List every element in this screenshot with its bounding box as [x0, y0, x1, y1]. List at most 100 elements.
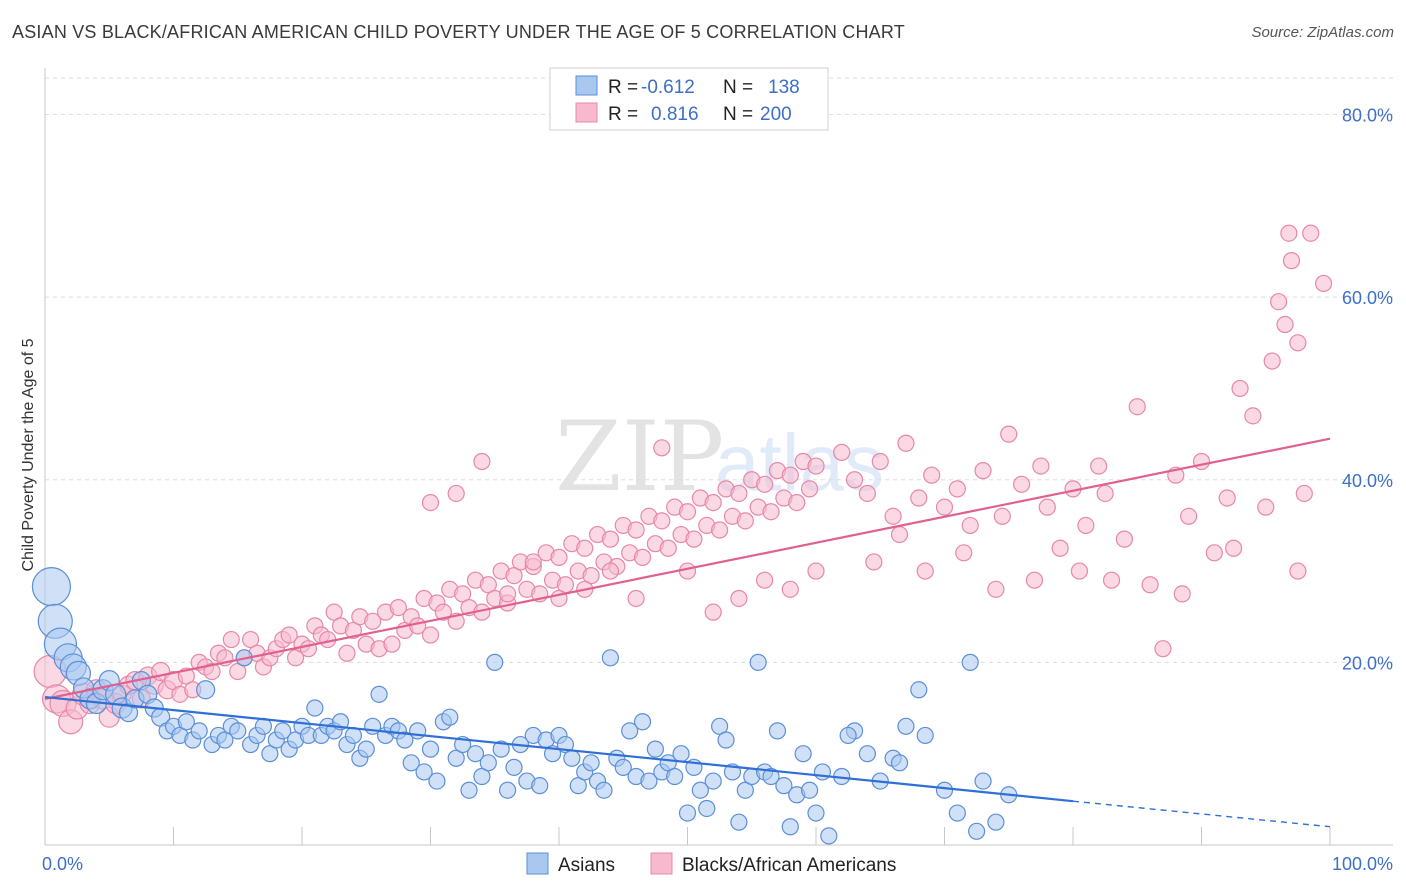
black-data-point — [1038, 498, 1056, 516]
asian-data-point — [800, 781, 819, 799]
black-data-point — [730, 484, 748, 503]
black-data-point — [1154, 640, 1172, 658]
black-data-point — [1070, 562, 1089, 580]
x-tick-label-min: 0.0% — [42, 854, 83, 874]
black-data-point — [499, 585, 517, 603]
black-data-point — [807, 457, 825, 475]
asian-data-point — [935, 781, 954, 799]
asian-data-point — [531, 777, 549, 795]
black-data-point — [1269, 293, 1288, 311]
black-data-point — [845, 471, 864, 489]
asian-data-point — [910, 681, 928, 699]
asian-data-point — [460, 781, 478, 799]
black-data-point — [1173, 585, 1191, 603]
black-data-point — [576, 539, 594, 557]
black-data-point — [704, 603, 722, 621]
asian-data-point — [428, 772, 446, 790]
asian-data-point — [794, 745, 812, 763]
black-data-point — [1205, 544, 1223, 562]
asian-data-point — [621, 722, 639, 740]
black-data-point — [1051, 539, 1069, 557]
black-data-point — [910, 489, 928, 507]
asian-data-point — [839, 726, 857, 745]
black-data-point — [383, 635, 401, 653]
black-data-point — [1257, 498, 1275, 516]
black-data-point — [974, 462, 992, 480]
asian-data-point — [31, 566, 72, 607]
asian-data-point — [781, 818, 799, 836]
black-data-point — [627, 521, 645, 539]
chart-title: ASIAN VS BLACK/AFRICAN AMERICAN CHILD PO… — [12, 22, 905, 42]
asian-data-point — [396, 731, 414, 749]
black-data-point — [755, 475, 774, 493]
black-data-point — [653, 512, 671, 530]
black-data-point — [993, 507, 1011, 525]
black-data-point — [434, 603, 452, 621]
asian-data-point — [486, 653, 504, 671]
black-data-point — [447, 484, 465, 503]
black-data-point — [1000, 425, 1018, 443]
black-data-point — [1289, 562, 1307, 580]
black-data-point — [935, 498, 954, 516]
legend-label-asian: Asians — [558, 855, 615, 876]
black-data-point — [685, 530, 703, 548]
asian-data-point — [717, 731, 735, 749]
asian-data-point — [229, 722, 247, 740]
asian-data-point — [948, 804, 966, 822]
stats-swatch-black — [575, 102, 598, 123]
asian-data-point — [968, 822, 986, 840]
stats-black-r-value: 0.816 — [651, 104, 699, 125]
stats-swatch-asian — [575, 75, 598, 96]
stats-black-r-label: R = — [608, 104, 638, 125]
series-asian-points — [31, 566, 1018, 845]
asian-data-point — [466, 745, 485, 763]
black-data-point — [916, 562, 934, 580]
black-data-point — [280, 626, 298, 644]
stats-black-n-value: 200 — [760, 104, 792, 125]
axes — [44, 68, 1393, 846]
asian-data-point — [357, 740, 375, 758]
asian-data-point — [601, 649, 620, 667]
black-data-point — [1077, 516, 1095, 535]
asian-data-point — [370, 685, 388, 703]
black-data-point — [421, 626, 440, 644]
stats-asian-r-label: R = — [608, 77, 638, 98]
asian-data-point — [505, 758, 523, 776]
series-black-points — [33, 224, 1333, 735]
black-data-point — [987, 580, 1005, 598]
black-data-point — [627, 589, 645, 608]
asian-data-point — [974, 772, 992, 790]
black-data-point — [865, 553, 883, 571]
asian-data-point — [306, 699, 324, 717]
black-data-point — [1295, 484, 1313, 503]
stats-asian-n-label: N = — [723, 77, 753, 98]
asian-data-point — [633, 713, 652, 731]
y-tick-label: 40.0% — [1342, 471, 1393, 491]
black-data-point — [203, 662, 221, 681]
black-data-point — [781, 580, 799, 598]
asian-data-point — [858, 745, 877, 763]
black-data-point — [338, 644, 356, 662]
black-data-point — [1302, 224, 1320, 242]
asian-trend-line — [44, 695, 1074, 803]
asian-data-point — [499, 781, 517, 799]
asian-data-point — [987, 813, 1005, 831]
black-data-point — [1231, 379, 1249, 398]
asian-data-point — [698, 799, 716, 818]
asian-data-point — [563, 749, 581, 767]
black-data-point — [1192, 452, 1211, 471]
asian-data-point — [177, 713, 195, 731]
black-data-point — [800, 480, 819, 498]
legend-swatch-asian — [526, 852, 549, 875]
black-data-point — [1280, 224, 1298, 242]
black-data-point — [1032, 457, 1050, 475]
black-data-point — [1218, 489, 1236, 507]
asian-data-point — [890, 754, 909, 772]
black-data-point — [601, 530, 620, 548]
black-data-point — [890, 525, 909, 544]
stats-asian-n-value: 138 — [768, 77, 800, 98]
black-data-point — [1128, 398, 1146, 416]
black-data-point — [550, 548, 568, 566]
black-data-point — [948, 480, 966, 498]
x-tick-label-max: 100.0% — [1332, 854, 1393, 874]
